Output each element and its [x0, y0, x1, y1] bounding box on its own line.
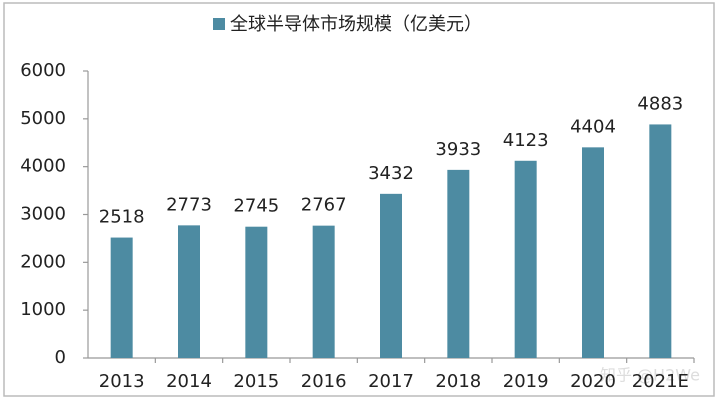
x-tick-label: 2017 [368, 371, 414, 392]
x-tick-label: 2015 [233, 371, 279, 392]
value-label: 4123 [503, 130, 549, 151]
y-tick-label: 4000 [20, 156, 66, 177]
value-label: 2518 [99, 207, 145, 228]
bar [380, 193, 402, 358]
x-tick-label: 2016 [301, 371, 347, 392]
value-label: 3432 [368, 163, 414, 184]
bar [245, 226, 268, 358]
legend-label: 全球半导体市场规模（亿美元） [230, 14, 482, 35]
value-label: 2745 [233, 196, 279, 217]
x-tick-label: 2014 [166, 371, 212, 392]
y-tick-label: 0 [55, 347, 66, 368]
y-tick-label: 3000 [20, 204, 66, 225]
frame [3, 2, 715, 397]
bar [312, 225, 335, 358]
bar [582, 147, 604, 358]
x-tick-label: 2019 [503, 371, 549, 392]
y-tick-label: 6000 [20, 60, 66, 81]
bar [514, 160, 537, 358]
bar [447, 169, 470, 358]
value-label: 2767 [301, 195, 347, 216]
x-tick-label: 2021E [632, 371, 689, 392]
y-tick-label: 1000 [20, 299, 66, 320]
bar [178, 225, 200, 358]
value-label: 2773 [166, 194, 212, 215]
watermark: 知乎 @H2We [600, 366, 700, 385]
value-label: 4883 [637, 93, 683, 114]
x-tick-label: 2013 [99, 371, 145, 392]
x-tick-label: 2020 [570, 371, 616, 392]
bar [649, 124, 672, 358]
x-tick-label: 2018 [435, 371, 481, 392]
value-label: 3933 [435, 139, 481, 160]
y-tick-label: 5000 [20, 108, 66, 129]
bar [110, 237, 133, 358]
y-tick-label: 2000 [20, 251, 66, 272]
legend-swatch [213, 18, 225, 30]
value-label: 4404 [570, 116, 616, 137]
